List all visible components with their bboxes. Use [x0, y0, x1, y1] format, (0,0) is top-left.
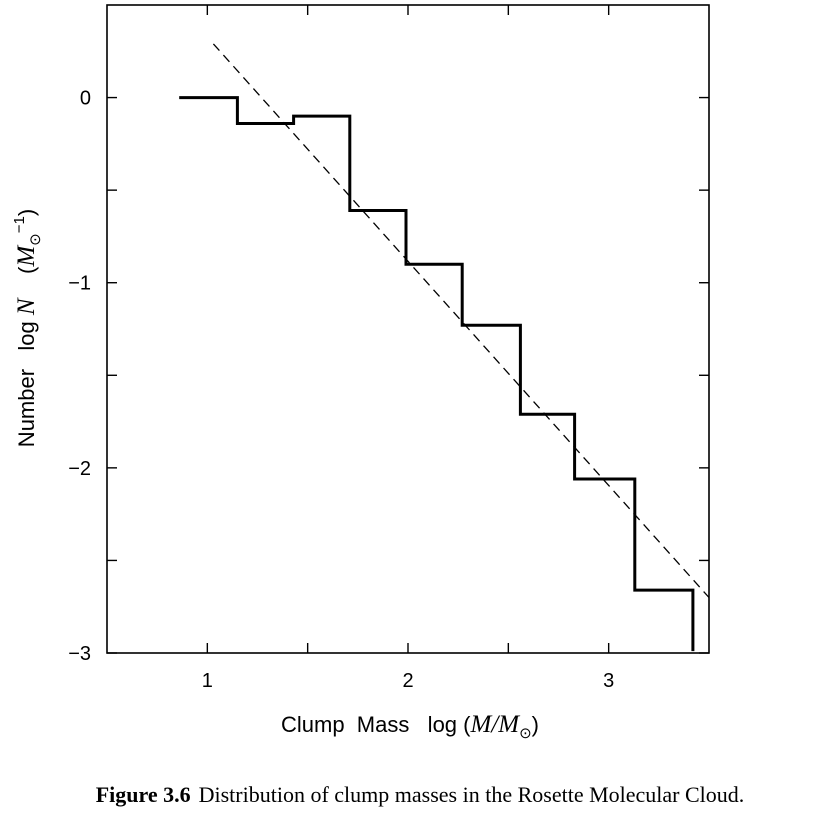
caption-label: Figure 3.6: [95, 782, 191, 807]
data-series: [179, 43, 710, 652]
histogram-step-line: [179, 96, 695, 652]
plot-frame: [106, 4, 710, 654]
x-tick-label: 3: [603, 670, 614, 692]
clump-mass-chart: 1 2 3 0 −1 −2 −3 Clump Mass log (M/M⊙) Number …: [11, 4, 710, 742]
y-tick-label: −3: [68, 643, 91, 665]
x-tick-label: 2: [402, 670, 413, 692]
x-axis-label: Clump Mass log (M/M⊙): [281, 711, 539, 742]
power-law-fit-line: [212, 43, 710, 598]
x-tick-label: 1: [202, 670, 213, 692]
axis-ticks: 1 2 3 0 −1 −2 −3: [68, 5, 709, 692]
figure-caption: Figure 3.6 Distribution of clump masses i…: [0, 782, 840, 808]
y-tick-label: −1: [68, 273, 91, 295]
caption-text: Distribution of clump masses in the Rose…: [198, 782, 745, 807]
y-tick-label: −2: [68, 458, 91, 480]
plot-area: [106, 4, 710, 654]
y-tick-label: 0: [80, 88, 91, 110]
y-axis-label: Number log N (M⊙−1): [11, 209, 44, 447]
